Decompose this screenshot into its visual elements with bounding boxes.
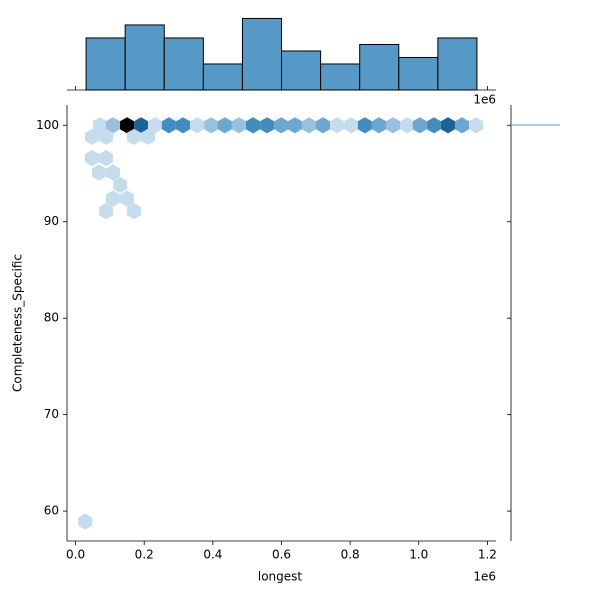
hexbin (440, 117, 455, 134)
y-tick-label: 70 (44, 407, 59, 421)
hexbin (455, 117, 469, 134)
histogram-bar (320, 63, 361, 91)
histogram-bar (163, 37, 204, 91)
hexbin (113, 177, 128, 194)
hexbin (161, 117, 176, 134)
x-offset-label: 1e6 (473, 93, 496, 107)
histogram-bar (202, 63, 243, 91)
hexbin (148, 117, 163, 134)
hexbin (78, 513, 93, 530)
hexbin (106, 164, 120, 181)
hexbin (287, 117, 302, 134)
hexbin (120, 190, 135, 207)
histogram-bar (281, 50, 322, 91)
hexbin (469, 117, 484, 134)
hexbin (99, 150, 114, 167)
x-tick-label: 0.6 (272, 548, 291, 562)
hexbin (412, 117, 427, 134)
histogram-bar (437, 37, 478, 91)
hexbin (204, 117, 219, 134)
hexbin (106, 190, 120, 207)
hexbin (357, 117, 372, 134)
hexbin (330, 117, 345, 134)
hexbin (246, 117, 260, 134)
histogram-bar (398, 56, 439, 91)
hexbin (85, 150, 100, 167)
hexbin (126, 203, 141, 220)
x-axis-label: longest (258, 570, 303, 584)
x-tick-label: 0.2 (135, 548, 154, 562)
hexbin (126, 128, 141, 145)
x-tick-label: 0.0 (66, 548, 85, 562)
histogram-bar (85, 37, 126, 91)
hexbin (426, 117, 441, 134)
hexbin (301, 117, 316, 134)
y-tick-label: 80 (44, 311, 59, 325)
histogram-bar (241, 17, 283, 91)
histogram-bar (359, 43, 400, 91)
x-offset-label: 1e6 (473, 570, 496, 584)
hexbin (99, 128, 114, 145)
hexbin (99, 203, 114, 220)
hexbin (190, 117, 205, 134)
hexbin (85, 128, 100, 145)
hexbin (231, 117, 246, 134)
y-tick-label: 90 (44, 214, 59, 228)
hexbin (316, 117, 330, 134)
x-tick-label: 1.2 (478, 548, 497, 562)
hexbin (400, 117, 415, 134)
y-axis-label: Completeness_Specific (11, 254, 25, 392)
hexbin (176, 117, 190, 134)
hexbin (141, 128, 155, 145)
hexbin (386, 117, 401, 134)
hexbin (120, 117, 135, 134)
hexbin (106, 117, 120, 134)
hexbin (344, 117, 359, 134)
hexbin (92, 117, 107, 134)
hexbin (372, 117, 386, 134)
y-tick-label: 60 (44, 504, 59, 518)
hexbin (91, 164, 106, 181)
hexbin (134, 117, 149, 134)
histogram-bar (124, 24, 165, 91)
hexbin (217, 117, 232, 134)
y-tick-label: 100 (36, 118, 59, 132)
x-tick-label: 0.4 (203, 548, 222, 562)
x-tick-label: 1.0 (409, 548, 428, 562)
hexbin (274, 117, 289, 134)
hexbin (260, 117, 275, 134)
x-tick-label: 0.8 (341, 548, 360, 562)
